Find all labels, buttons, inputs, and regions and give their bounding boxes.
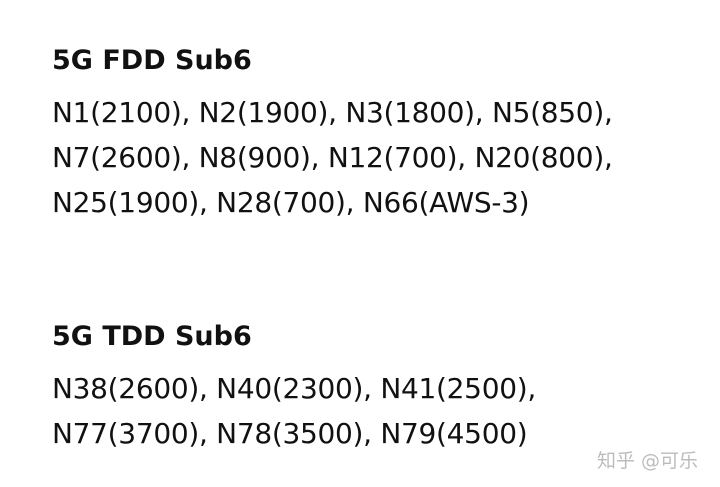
fdd-section: 5G FDD Sub6 N1(2100), N2(1900), N3(1800)… [52,45,613,225]
section-title: 5G TDD Sub6 [52,321,252,352]
band-line: N25(1900), N28(700), N66(AWS-3) [52,186,530,219]
band-line: N7(2600), N8(900), N12(700), N20(800), [52,141,613,174]
band-line: N38(2600), N40(2300), N41(2500), [52,372,536,405]
section-title: 5G FDD Sub6 [52,45,252,76]
band-line: N1(2100), N2(1900), N3(1800), N5(850), [52,96,613,129]
tdd-section: 5G TDD Sub6 N38(2600), N40(2300), N41(25… [52,321,536,456]
watermark: 知乎 @可乐 [596,450,698,472]
band-line: N77(3700), N78(3500), N79(4500) [52,417,528,450]
